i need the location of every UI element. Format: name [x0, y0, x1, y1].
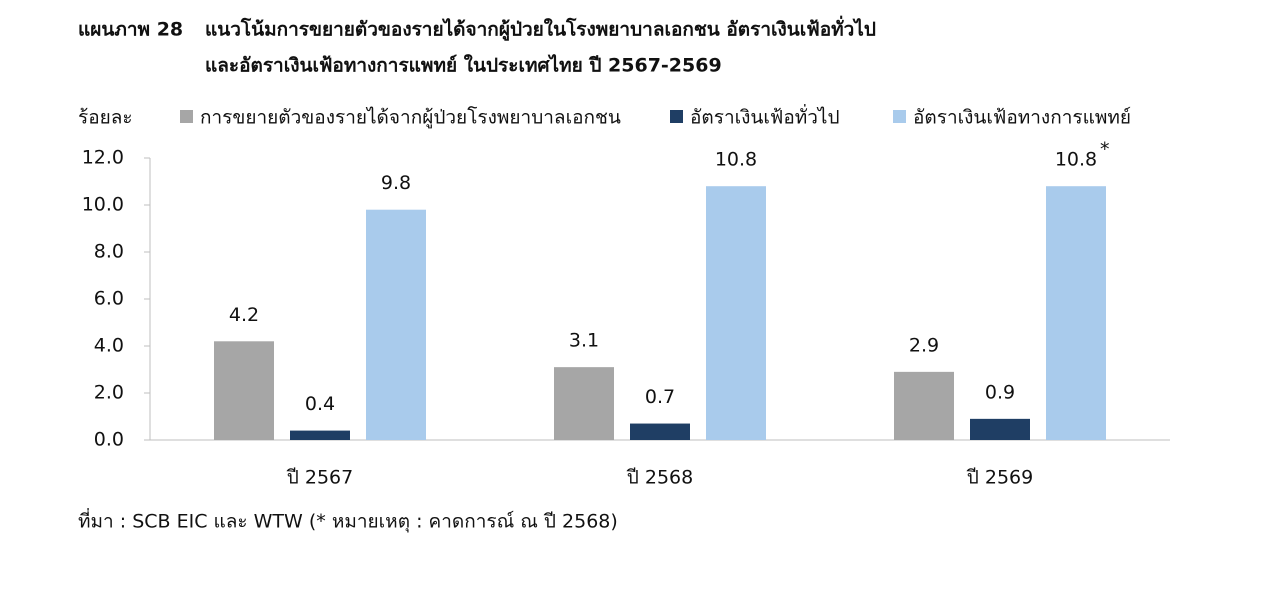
data-label: 3.1: [569, 330, 599, 352]
figure-label: แผนภาพ 28: [78, 19, 183, 41]
y-tick-label: 12.0: [82, 147, 124, 169]
bar: [630, 423, 690, 440]
data-label: 0.9: [985, 381, 1015, 403]
legend-swatch: [893, 110, 906, 123]
bar: [214, 341, 274, 440]
bar: [894, 371, 954, 440]
data-label: 0.7: [645, 386, 675, 408]
legend-swatch: [180, 110, 193, 123]
data-label: 2.9: [909, 334, 939, 356]
y-tick-label: 6.0: [94, 288, 124, 310]
annotation: *: [1100, 139, 1110, 161]
data-label: 10.8: [715, 149, 757, 171]
y-tick-label: 10.0: [82, 194, 124, 216]
data-label: 4.2: [229, 304, 259, 326]
y-tick-label: 8.0: [94, 241, 124, 263]
y-tick-label: 2.0: [94, 382, 124, 404]
legend-label: การขยายตัวของรายได้จากผู้ป่วยโรงพยาบาลเอ…: [200, 106, 621, 129]
legend-swatch: [670, 110, 683, 123]
y-axis-label: ร้อยละ: [78, 107, 133, 129]
data-label: 9.8: [381, 172, 411, 194]
data-label: 10.8: [1055, 149, 1097, 171]
bar: [554, 367, 614, 440]
legend-label: อัตราเงินเฟ้อทางการแพทย์: [913, 107, 1131, 129]
data-label: 0.4: [305, 393, 335, 415]
bar: [706, 186, 766, 440]
x-tick-label: ปี 2569: [966, 467, 1033, 489]
bar: [366, 209, 426, 440]
bar: [970, 418, 1030, 440]
chart-title: แนวโน้มการขยายตัวของรายได้จากผู้ป่วยในโร…: [205, 16, 876, 42]
y-tick-label: 0.0: [94, 429, 124, 451]
bar: [1046, 186, 1106, 440]
x-tick-label: ปี 2568: [626, 467, 693, 489]
chart-title: และอัตราเงินเฟ้อทางการแพทย์ ในประเทศไทย …: [205, 54, 722, 77]
legend-label: อัตราเงินเฟ้อทั่วไป: [690, 104, 840, 129]
source: ที่มา : SCB EIC และ WTW (* หมายเหตุ : คา…: [78, 508, 618, 534]
y-tick-label: 4.0: [94, 335, 124, 357]
bar: [290, 430, 350, 440]
x-tick-label: ปี 2567: [286, 467, 353, 489]
